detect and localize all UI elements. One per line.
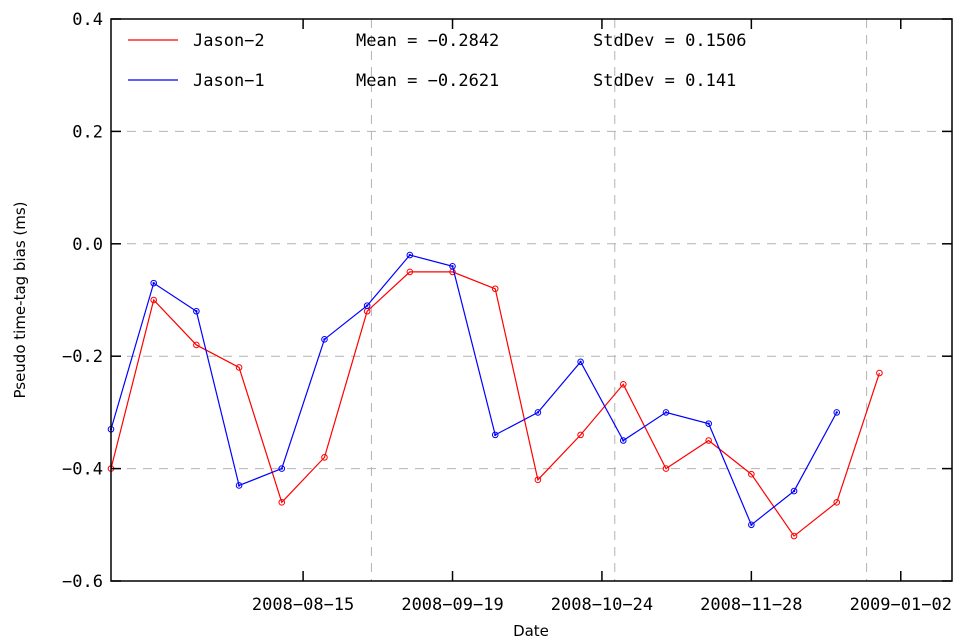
data-point-dot <box>494 433 497 437</box>
data-point-dot <box>664 411 668 414</box>
data-point <box>406 251 414 259</box>
data-point <box>619 437 627 444</box>
x-tick-label: 2008−11−28 <box>700 595 802 615</box>
legend-stddev: StdDev = 0.1506 <box>593 31 747 51</box>
data-point <box>193 341 200 349</box>
data-point <box>790 487 798 495</box>
data-point <box>406 268 414 276</box>
data-point <box>705 420 712 427</box>
x-tick-label: 2009−01−02 <box>850 595 952 615</box>
data-point <box>577 358 584 366</box>
data-point-dot <box>835 411 838 414</box>
data-point <box>150 279 157 287</box>
x-axis-title: Date <box>513 622 549 640</box>
data-point <box>278 465 286 472</box>
series-line <box>110 254 838 526</box>
x-tick-label: 2008−09−19 <box>401 595 503 615</box>
data-point <box>235 482 243 489</box>
legend-mean: Mean = −0.2621 <box>356 71 499 91</box>
data-point <box>491 285 499 293</box>
data-point-dot <box>792 489 796 493</box>
series-jason-1 <box>107 251 841 529</box>
data-point <box>449 262 456 270</box>
data-point-dot <box>622 439 625 442</box>
data-point-dot <box>536 411 540 414</box>
data-point <box>235 364 243 371</box>
data-point-dot <box>750 523 753 526</box>
data-point <box>321 336 328 343</box>
data-point <box>619 381 627 388</box>
data-point-dot <box>280 467 283 470</box>
series-jason-2 <box>107 268 883 540</box>
data-point <box>363 302 371 309</box>
data-point <box>577 431 584 439</box>
plot-frame <box>110 18 953 582</box>
y-tick-label: 0.4 <box>72 10 103 30</box>
series-lines <box>107 251 883 540</box>
y-axis-title: Pseudo time-tag bias (ms) <box>11 201 29 398</box>
y-ticks: 0.4 0.2 0.0 −0.2 −0.4 −0.6 <box>62 10 952 592</box>
x-ticks: 2008−08−15 2008−09−19 2008−10−24 2008−11−28… <box>252 19 952 615</box>
data-point-dot <box>707 422 710 425</box>
data-point-dot <box>451 265 454 268</box>
data-point-dot <box>195 310 198 313</box>
data-point-dot <box>365 304 369 307</box>
y-tick-label: −0.4 <box>62 460 103 480</box>
x-tick-label: 2008−10−24 <box>551 595 653 615</box>
data-point <box>534 409 542 416</box>
x-tick-label: 2008−08−15 <box>252 595 354 615</box>
data-point-dot <box>408 253 412 257</box>
data-point <box>150 296 157 304</box>
y-tick-label: 0.0 <box>72 235 103 255</box>
data-point <box>876 369 883 377</box>
data-point <box>833 409 841 416</box>
data-point <box>662 409 670 416</box>
data-point-dot <box>152 281 155 285</box>
data-point <box>193 307 200 315</box>
data-point-dot <box>237 484 241 487</box>
data-point <box>534 476 542 484</box>
data-point <box>833 499 841 506</box>
data-point-dot <box>579 360 582 364</box>
legend-stddev: StdDev = 0.141 <box>593 71 736 91</box>
grid <box>111 130 952 470</box>
data-point <box>278 499 286 506</box>
legend-series-name: Jason−2 <box>193 31 265 51</box>
data-point <box>662 465 670 472</box>
data-point-dot <box>323 338 326 341</box>
legend-series-name: Jason−1 <box>193 71 265 91</box>
y-tick-label: −0.6 <box>62 572 103 592</box>
y-tick-label: −0.2 <box>62 347 103 367</box>
legend: Jason−2 Mean = −0.2842 StdDev = 0.1506 Jaso… <box>128 31 747 91</box>
data-point <box>321 454 328 461</box>
data-point <box>790 532 798 540</box>
data-point <box>748 521 755 529</box>
data-point <box>705 437 712 444</box>
y-tick-label: 0.2 <box>72 122 103 142</box>
legend-mean: Mean = −0.2842 <box>356 31 499 51</box>
data-point <box>491 431 499 439</box>
vertical-reference-lines <box>370 19 868 581</box>
axes <box>110 18 953 582</box>
series-line <box>110 271 880 537</box>
data-point <box>748 470 755 478</box>
